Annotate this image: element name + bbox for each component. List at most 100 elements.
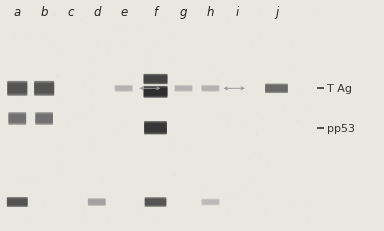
FancyBboxPatch shape xyxy=(202,86,219,91)
Text: g: g xyxy=(180,6,187,19)
FancyBboxPatch shape xyxy=(144,75,167,85)
FancyBboxPatch shape xyxy=(265,86,288,93)
FancyBboxPatch shape xyxy=(202,199,219,205)
FancyBboxPatch shape xyxy=(266,86,287,92)
FancyBboxPatch shape xyxy=(175,86,192,92)
FancyBboxPatch shape xyxy=(265,84,288,93)
FancyBboxPatch shape xyxy=(202,199,219,205)
FancyBboxPatch shape xyxy=(88,200,106,206)
FancyBboxPatch shape xyxy=(8,113,26,125)
FancyBboxPatch shape xyxy=(144,124,167,133)
FancyBboxPatch shape xyxy=(144,74,167,85)
FancyBboxPatch shape xyxy=(144,125,167,134)
FancyBboxPatch shape xyxy=(7,83,27,96)
FancyBboxPatch shape xyxy=(115,86,132,92)
FancyBboxPatch shape xyxy=(35,84,54,94)
FancyBboxPatch shape xyxy=(35,114,53,125)
FancyBboxPatch shape xyxy=(145,198,166,207)
FancyBboxPatch shape xyxy=(88,200,105,205)
FancyBboxPatch shape xyxy=(7,199,28,207)
FancyBboxPatch shape xyxy=(88,199,106,204)
FancyBboxPatch shape xyxy=(144,75,167,82)
FancyBboxPatch shape xyxy=(144,88,167,98)
FancyBboxPatch shape xyxy=(144,87,167,96)
FancyBboxPatch shape xyxy=(8,84,27,94)
FancyBboxPatch shape xyxy=(144,123,167,135)
FancyBboxPatch shape xyxy=(175,86,192,91)
FancyBboxPatch shape xyxy=(265,85,288,91)
FancyBboxPatch shape xyxy=(202,200,219,205)
FancyBboxPatch shape xyxy=(202,199,219,204)
Text: f: f xyxy=(154,6,157,19)
FancyBboxPatch shape xyxy=(115,86,132,92)
FancyBboxPatch shape xyxy=(36,115,53,123)
Text: e: e xyxy=(120,6,127,19)
Text: j: j xyxy=(275,6,278,19)
FancyBboxPatch shape xyxy=(115,87,132,92)
FancyBboxPatch shape xyxy=(115,86,132,91)
FancyBboxPatch shape xyxy=(145,197,166,207)
FancyBboxPatch shape xyxy=(35,116,53,125)
FancyBboxPatch shape xyxy=(34,83,54,96)
FancyBboxPatch shape xyxy=(265,85,288,94)
FancyBboxPatch shape xyxy=(144,122,167,132)
FancyBboxPatch shape xyxy=(144,75,167,84)
FancyBboxPatch shape xyxy=(202,87,219,91)
FancyBboxPatch shape xyxy=(35,113,53,125)
FancyBboxPatch shape xyxy=(202,86,219,92)
FancyBboxPatch shape xyxy=(8,113,26,122)
FancyBboxPatch shape xyxy=(7,199,27,206)
Text: a: a xyxy=(14,6,21,19)
Text: h: h xyxy=(207,6,214,19)
FancyBboxPatch shape xyxy=(88,198,106,205)
FancyBboxPatch shape xyxy=(144,87,167,98)
FancyBboxPatch shape xyxy=(8,113,26,124)
FancyBboxPatch shape xyxy=(7,197,28,207)
FancyBboxPatch shape xyxy=(144,88,167,97)
FancyBboxPatch shape xyxy=(175,86,192,91)
FancyBboxPatch shape xyxy=(34,82,54,96)
FancyBboxPatch shape xyxy=(115,86,132,91)
FancyBboxPatch shape xyxy=(202,87,219,92)
FancyBboxPatch shape xyxy=(7,82,27,96)
FancyBboxPatch shape xyxy=(145,199,166,207)
FancyBboxPatch shape xyxy=(202,86,219,91)
FancyBboxPatch shape xyxy=(145,198,166,205)
FancyBboxPatch shape xyxy=(202,86,219,92)
FancyBboxPatch shape xyxy=(144,122,167,134)
FancyBboxPatch shape xyxy=(8,114,26,125)
FancyBboxPatch shape xyxy=(202,200,219,205)
FancyBboxPatch shape xyxy=(7,197,28,206)
FancyBboxPatch shape xyxy=(34,82,54,93)
FancyBboxPatch shape xyxy=(7,82,27,94)
FancyBboxPatch shape xyxy=(265,85,288,94)
FancyBboxPatch shape xyxy=(34,85,54,96)
FancyBboxPatch shape xyxy=(175,86,192,92)
FancyBboxPatch shape xyxy=(34,82,54,94)
FancyBboxPatch shape xyxy=(7,85,27,96)
FancyBboxPatch shape xyxy=(144,89,167,98)
Text: i: i xyxy=(236,6,239,19)
FancyBboxPatch shape xyxy=(35,113,53,125)
Text: pp53: pp53 xyxy=(327,123,355,133)
FancyBboxPatch shape xyxy=(175,87,192,92)
FancyBboxPatch shape xyxy=(115,87,132,91)
FancyBboxPatch shape xyxy=(88,198,106,206)
FancyBboxPatch shape xyxy=(202,86,219,92)
FancyBboxPatch shape xyxy=(202,200,219,204)
FancyBboxPatch shape xyxy=(145,199,166,205)
FancyBboxPatch shape xyxy=(144,87,167,97)
Text: T Ag: T Ag xyxy=(327,84,352,94)
FancyBboxPatch shape xyxy=(145,198,166,206)
FancyBboxPatch shape xyxy=(144,76,167,83)
FancyBboxPatch shape xyxy=(144,77,167,85)
FancyBboxPatch shape xyxy=(7,198,28,207)
FancyBboxPatch shape xyxy=(175,86,192,92)
FancyBboxPatch shape xyxy=(144,76,167,85)
FancyBboxPatch shape xyxy=(115,86,132,92)
FancyBboxPatch shape xyxy=(88,199,106,206)
Text: c: c xyxy=(67,6,73,19)
FancyBboxPatch shape xyxy=(175,87,192,91)
FancyBboxPatch shape xyxy=(202,199,219,205)
FancyBboxPatch shape xyxy=(144,86,167,98)
